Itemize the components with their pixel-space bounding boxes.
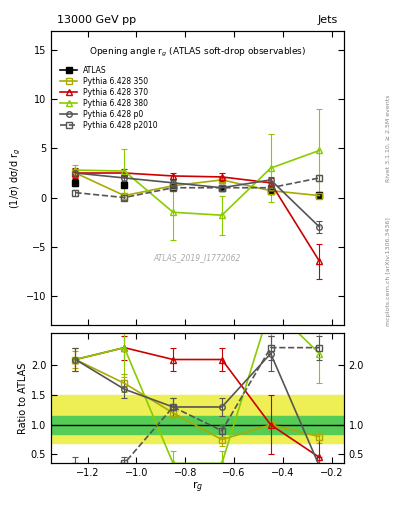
Bar xyxy=(51,416,344,434)
Text: Rivet 3.1.10, ≥ 2.5M events: Rivet 3.1.10, ≥ 2.5M events xyxy=(386,95,391,182)
X-axis label: r$_g$: r$_g$ xyxy=(192,480,203,495)
Bar xyxy=(51,395,344,442)
Text: 13000 GeV pp: 13000 GeV pp xyxy=(57,15,136,25)
Y-axis label: (1/σ) dσ/d r$_g$: (1/σ) dσ/d r$_g$ xyxy=(9,147,23,209)
Text: Jets: Jets xyxy=(318,15,338,25)
Y-axis label: Ratio to ATLAS: Ratio to ATLAS xyxy=(18,362,28,434)
Legend: ATLAS, Pythia 6.428 350, Pythia 6.428 370, Pythia 6.428 380, Pythia 6.428 p0, Py: ATLAS, Pythia 6.428 350, Pythia 6.428 37… xyxy=(58,64,160,132)
Text: mcplots.cern.ch [arXiv:1306.3436]: mcplots.cern.ch [arXiv:1306.3436] xyxy=(386,217,391,326)
Text: Opening angle r$_g$ (ATLAS soft-drop observables): Opening angle r$_g$ (ATLAS soft-drop obs… xyxy=(89,46,306,58)
Text: ATLAS_2019_I1772062: ATLAS_2019_I1772062 xyxy=(154,253,241,262)
